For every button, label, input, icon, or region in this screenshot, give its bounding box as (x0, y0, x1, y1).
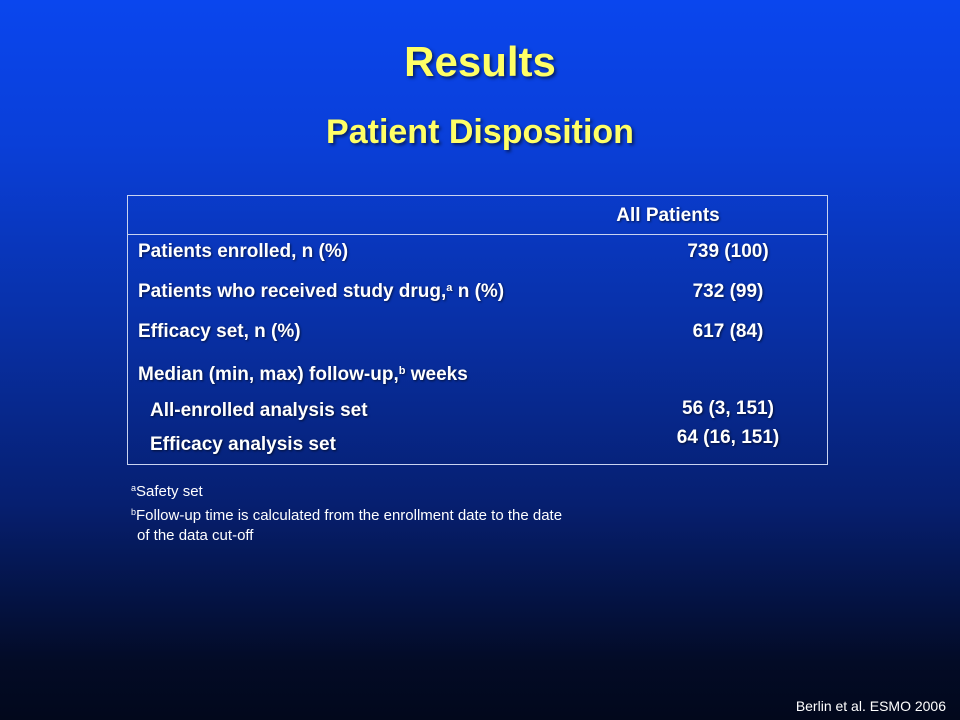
row-label-received-drug: Patients who received study drug,a n (%) (138, 281, 505, 302)
row-label-efficacy-set: Efficacy set, n (%) (138, 321, 301, 342)
row-value-enrolled: 739 (100) (687, 241, 769, 262)
row-value-all-enrolled: 56 (3, 151) (682, 398, 774, 419)
footnote-a: aSafety set (131, 483, 203, 500)
footnote-b: bFollow-up time is calculated from the e… (131, 507, 563, 524)
slide-title: Results (404, 38, 556, 85)
row-label-all-enrolled: All-enrolled analysis set (150, 400, 368, 421)
footnotes: aSafety set bFollow-up time is calculate… (131, 478, 562, 546)
footnote-marker-a: a (446, 282, 453, 294)
row-label-efficacy-analysis: Efficacy analysis set (150, 434, 336, 455)
patient-disposition-table: All Patients Patients enrolled, n (%) 73… (127, 195, 828, 465)
row-value-efficacy-analysis: 64 (16, 151) (676, 427, 780, 448)
footnote-marker-b: b (398, 365, 406, 377)
slide-subtitle: Patient Disposition (326, 113, 634, 151)
row-label-median-follow-up: Median (min, max) follow-up,b weeks (138, 364, 468, 385)
row-value-received-drug: 732 (99) (692, 281, 764, 302)
row-label-enrolled: Patients enrolled, n (%) (138, 241, 349, 262)
table-header-row: All Patients (128, 196, 827, 235)
citation: Berlin et al. ESMO 2006 (795, 698, 946, 714)
footnote-b-continued: of the data cut-off (137, 527, 254, 544)
row-value-efficacy-set: 617 (84) (692, 321, 764, 342)
